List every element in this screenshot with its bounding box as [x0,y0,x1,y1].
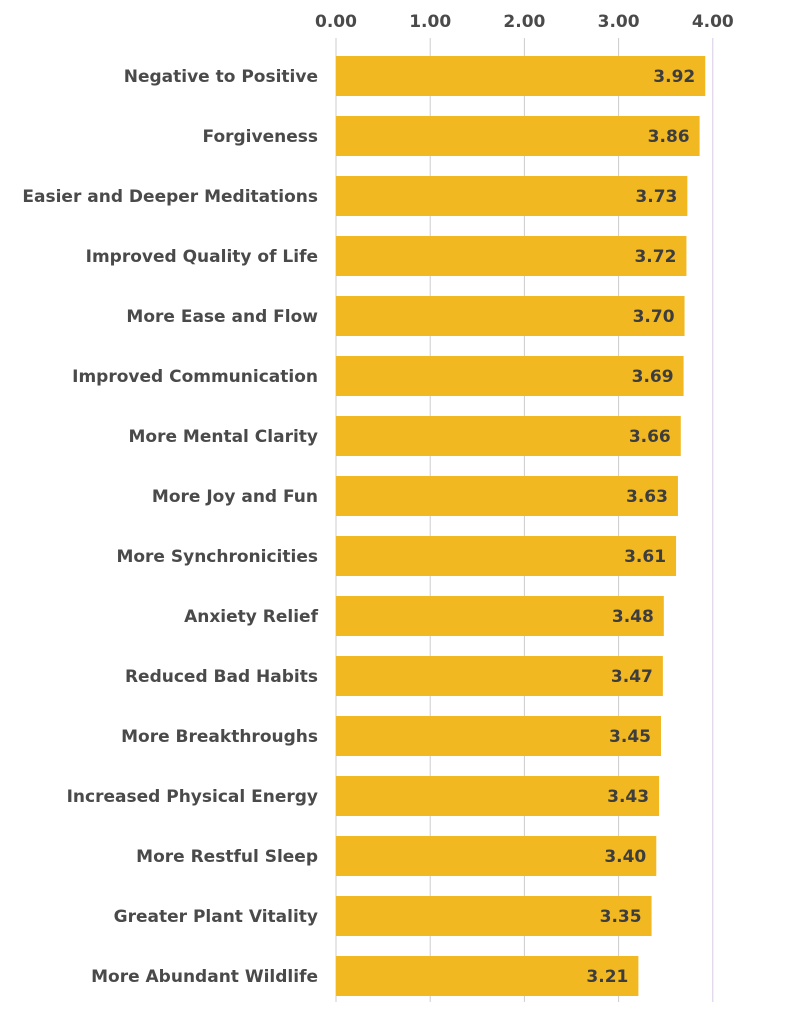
value-label: 3.63 [626,487,668,507]
category-labels: Negative to Positive Forgiveness Easier an… [22,67,318,987]
value-label: 3.40 [604,847,646,867]
value-label: 3.69 [632,367,674,387]
x-tick-label: 2.00 [503,12,545,32]
bar [336,716,661,756]
value-label: 3.66 [629,427,671,447]
bar [336,296,685,336]
bar [336,536,677,576]
x-tick-label: 4.00 [692,12,734,32]
bar [336,116,700,156]
category-label: Improved Quality of Life [86,247,318,267]
bar [336,236,687,276]
category-label: Improved Communication [72,367,318,387]
category-label: Anxiety Relief [184,607,319,627]
category-label: Greater Plant Vitality [114,907,318,927]
value-label: 3.92 [653,67,695,87]
category-label: Forgiveness [203,127,318,147]
value-label: 3.35 [600,907,642,927]
category-label: Increased Physical Energy [67,787,318,807]
value-label: 3.86 [648,127,690,147]
value-label: 3.45 [609,727,651,747]
value-labels: 3.92 3.86 3.73 3.72 3.70 3.69 3.66 3.63 3.61 3.48… [586,67,695,987]
bar [336,656,663,696]
category-label: More Joy and Fun [152,487,318,507]
value-label: 3.43 [607,787,649,807]
bar [336,776,660,816]
value-label: 3.70 [633,307,675,327]
x-tick-label: 1.00 [409,12,451,32]
category-label: Negative to Positive [124,67,318,87]
bar [336,356,684,396]
bar [336,416,681,456]
value-label: 3.73 [635,187,677,207]
category-label: More Breakthroughs [121,727,318,747]
bars [336,56,706,996]
value-label: 3.47 [611,667,653,687]
bar [336,56,706,96]
value-label: 3.61 [624,547,666,567]
category-label: More Mental Clarity [128,427,318,447]
category-label: Easier and Deeper Meditations [22,187,318,207]
bar [336,896,652,936]
category-label: More Restful Sleep [136,847,318,867]
bar [336,836,657,876]
value-label: 3.72 [634,247,676,267]
value-label: 3.48 [612,607,654,627]
x-tick-label: 0.00 [315,12,357,32]
bar [336,596,664,636]
bar [336,956,639,996]
value-label: 3.21 [586,967,628,987]
category-label: More Synchronicities [116,547,318,567]
x-tick-label: 3.00 [598,12,640,32]
bar [336,176,688,216]
category-label: More Abundant Wildlife [91,967,318,987]
x-axis-ticks: 0.00 1.00 2.00 3.00 4.00 [315,12,734,32]
category-label: More Ease and Flow [126,307,318,327]
bar [336,476,678,516]
category-label: Reduced Bad Habits [125,667,318,687]
